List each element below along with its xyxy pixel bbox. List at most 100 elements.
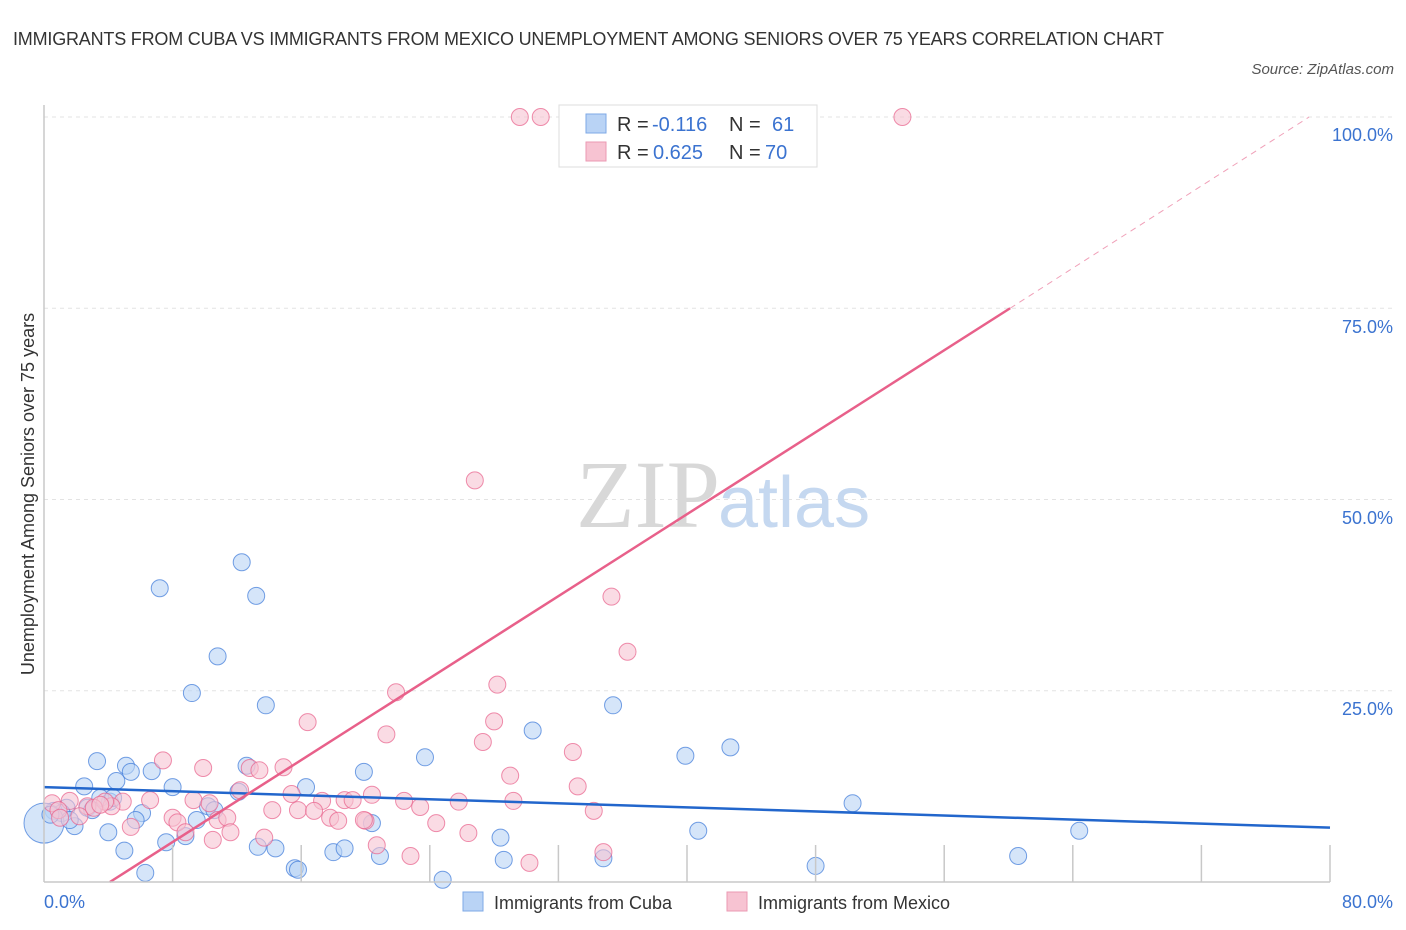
data-point: [689, 821, 708, 840]
data-point: [354, 811, 373, 830]
trend-line-extension: [1009, 116, 1310, 309]
y-tick-label: 75.0%: [1342, 317, 1393, 337]
data-point: [602, 587, 621, 606]
data-point: [494, 850, 513, 869]
y-tick-label: 50.0%: [1342, 508, 1393, 528]
data-point: [721, 738, 740, 757]
n-label: N =: [729, 142, 761, 164]
legend-swatch-cuba: [585, 113, 607, 134]
watermark-zip: ZIP: [576, 441, 720, 548]
data-point: [247, 586, 266, 605]
data-point: [200, 794, 219, 813]
r-value-mexico: 0.625: [653, 142, 703, 164]
data-point: [395, 791, 414, 810]
data-point: [488, 675, 507, 694]
bottom-legend: Immigrants from Cuba Immigrants from Mex…: [462, 891, 950, 913]
x-tick-label: 0.0%: [44, 892, 85, 912]
legend-swatch-cuba: [462, 891, 484, 912]
source-label: Source: ZipAtlas.com: [1251, 61, 1394, 78]
data-point: [1070, 821, 1089, 840]
data-point: [510, 108, 529, 126]
data-point: [208, 647, 227, 666]
stats-legend: R = -0.116 N = 61 R = 0.625 N = 70: [558, 104, 818, 168]
data-point: [153, 751, 172, 770]
data-point: [305, 801, 324, 820]
data-point: [618, 642, 637, 661]
data-point: [415, 748, 434, 767]
data-point: [51, 808, 70, 827]
data-point: [266, 839, 285, 858]
data-point: [531, 108, 550, 126]
data-point: [563, 742, 582, 761]
data-point: [107, 772, 126, 791]
data-point: [843, 794, 862, 813]
data-point: [288, 801, 307, 820]
n-value-mexico: 70: [765, 142, 787, 164]
data-point: [354, 762, 373, 781]
data-point: [184, 791, 203, 810]
y-axis-label: Unemployment Among Seniors over 75 years: [18, 313, 38, 675]
n-value-cuba: 61: [772, 114, 794, 136]
data-point: [255, 828, 274, 847]
data-point: [401, 846, 420, 865]
data-point: [121, 762, 140, 781]
data-point: [250, 761, 269, 780]
data-point: [1009, 846, 1028, 865]
data-point: [70, 807, 89, 826]
data-point: [485, 712, 504, 731]
data-point: [182, 684, 201, 703]
data-point: [584, 801, 603, 820]
data-point: [232, 553, 251, 572]
data-point: [194, 759, 213, 778]
n-label: N =: [729, 114, 761, 136]
chart-title: IMMIGRANTS FROM CUBA VS IMMIGRANTS FROM …: [13, 29, 1164, 49]
data-point: [520, 853, 539, 872]
data-point: [99, 823, 118, 842]
data-point: [163, 778, 182, 797]
data-point: [523, 721, 542, 740]
x-tick-label: 80.0%: [1342, 892, 1393, 912]
data-point: [256, 696, 275, 715]
data-point: [501, 766, 520, 785]
data-point: [136, 863, 155, 882]
legend-swatch-mexico: [726, 891, 748, 912]
data-point: [604, 696, 623, 715]
data-point: [203, 830, 222, 849]
watermark-atlas: atlas: [718, 463, 870, 543]
y-tick-label: 25.0%: [1342, 699, 1393, 719]
data-point: [459, 824, 478, 843]
data-point: [343, 791, 362, 810]
data-point: [329, 811, 348, 830]
data-point: [367, 836, 386, 855]
data-point: [491, 828, 510, 847]
data-point: [141, 791, 160, 810]
data-point: [427, 814, 446, 833]
data-point: [288, 860, 307, 879]
data-point: [594, 843, 613, 862]
data-point: [91, 795, 110, 814]
data-point: [150, 579, 169, 598]
data-point: [157, 833, 176, 852]
data-point: [335, 839, 354, 858]
r-label: R =: [617, 114, 649, 136]
data-point: [377, 725, 396, 744]
data-point: [465, 471, 484, 490]
legend-label-mexico: Immigrants from Mexico: [758, 893, 950, 913]
data-point: [893, 108, 912, 126]
data-point: [362, 785, 381, 804]
data-point: [115, 841, 134, 860]
y-tick-label: 100.0%: [1332, 125, 1393, 145]
data-point: [263, 801, 282, 820]
data-point: [88, 752, 107, 771]
data-point: [298, 713, 317, 732]
data-point: [449, 792, 468, 811]
data-point: [411, 798, 430, 817]
r-label: R =: [617, 142, 649, 164]
data-point: [676, 746, 695, 765]
data-point: [433, 870, 452, 889]
legend-swatch-mexico: [585, 141, 607, 162]
data-point: [142, 762, 161, 781]
r-value-cuba: -0.116: [652, 114, 707, 136]
